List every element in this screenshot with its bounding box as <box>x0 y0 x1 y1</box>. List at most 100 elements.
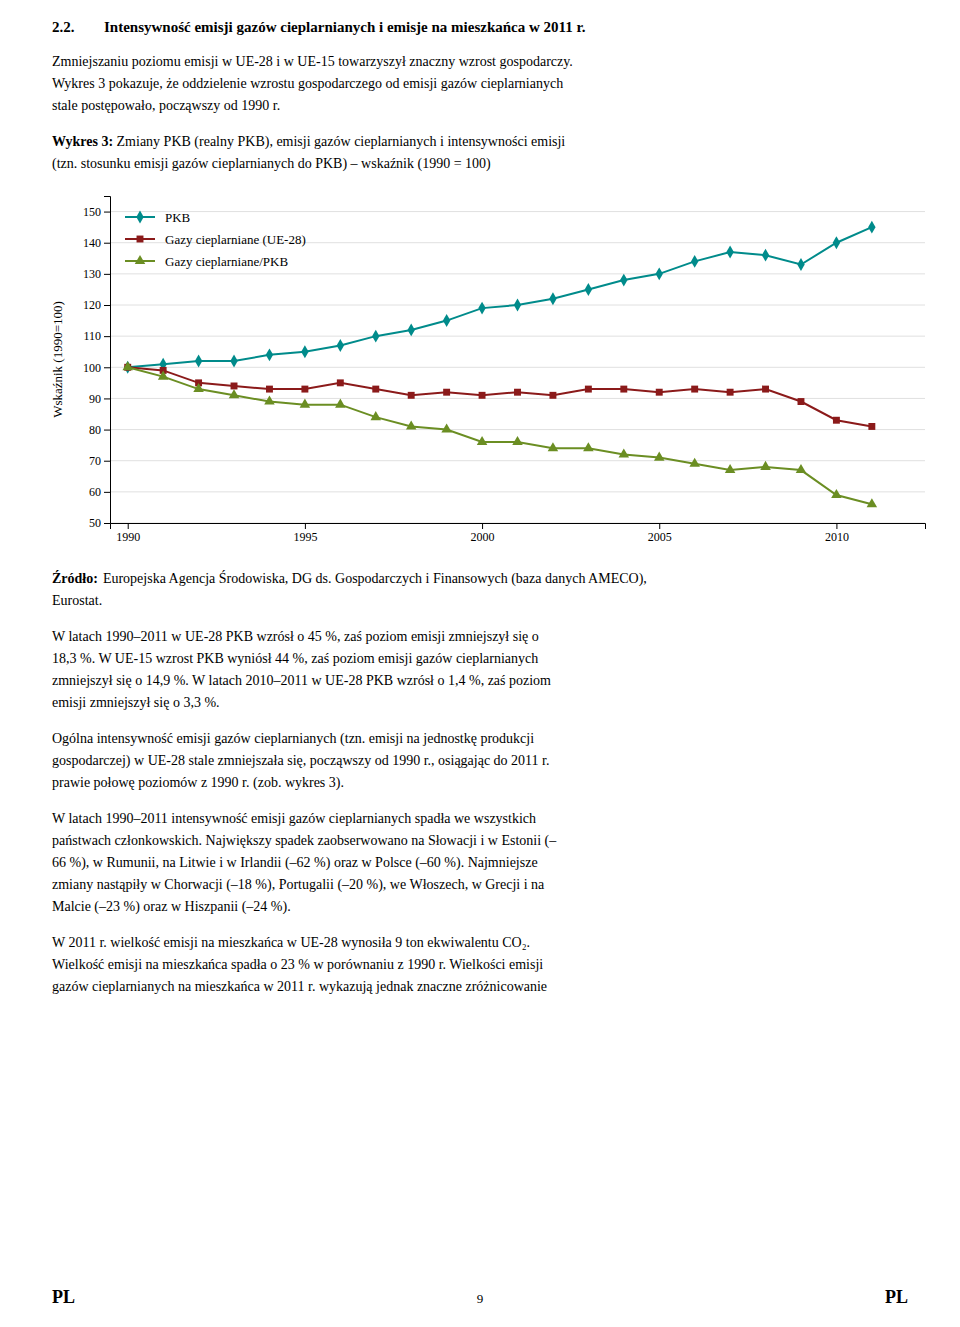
series-marker <box>549 392 556 399</box>
grid-line <box>110 429 925 430</box>
series-marker <box>797 258 804 271</box>
heading: Intensywność emisji gazów cieplarnianych… <box>104 19 586 35</box>
series-marker <box>727 389 734 396</box>
legend-item: Gazy cieplarniane/PKB <box>125 254 288 269</box>
series-marker <box>762 249 769 262</box>
series-marker <box>479 392 486 399</box>
legend-marker <box>137 236 144 243</box>
paragraph-line: emisji zmniejszył się o 3,3 %. <box>52 695 220 710</box>
legend: PKB Gazy cieplarniane (UE-28) Gazy cieplar… <box>125 210 306 269</box>
legend-label: Gazy cieplarniane (UE-28) <box>165 232 306 247</box>
series-marker <box>656 389 663 396</box>
series-line <box>128 367 872 504</box>
paragraph-line: Malcie (–23 %) oraz w Hiszpanii (–24 %). <box>52 899 291 915</box>
y-tick: 120 <box>83 298 110 312</box>
page-text: 2.2. Intensywność emisji gazów cieplarnia… <box>52 19 908 1307</box>
y-tick-mark <box>104 430 110 431</box>
series-marker <box>689 458 700 467</box>
series-marker <box>443 389 450 396</box>
y-tick-mark <box>104 305 110 306</box>
legend-marker <box>136 211 143 224</box>
series-marker <box>372 386 379 393</box>
page: 2.2. Intensywność emisji gazów cieplarnia… <box>0 0 960 1327</box>
intro-line: Wykres 3 pokazuje, że oddzielenie wzrost… <box>52 76 563 91</box>
paragraph-line: zmniejszył się o 14,9 %. W latach 2010–2… <box>52 673 551 688</box>
intro-line: Zmniejszaniu poziomu emisji w UE-28 i w … <box>52 54 573 69</box>
series-marker <box>407 323 414 336</box>
y-tick-label: 90 <box>89 392 101 406</box>
series-marker <box>620 386 627 393</box>
paragraph-line: państwach członkowskich. Największy spad… <box>52 833 557 849</box>
series-line <box>128 227 872 367</box>
source-label: Źródło: <box>52 570 98 586</box>
series-marker <box>656 267 663 280</box>
y-tick-mark <box>104 492 110 493</box>
paragraph-line: gazów cieplarnianych na mieszkańca w 201… <box>52 979 547 994</box>
legend-label: PKB <box>165 210 191 225</box>
y-tick-label: 110 <box>83 329 101 343</box>
series-marker <box>514 389 521 396</box>
y-tick: 150 <box>83 205 110 219</box>
series-marker <box>762 386 769 393</box>
y-axis-title: Wskaźnik (1990=100) <box>50 301 65 418</box>
series-marker <box>619 448 630 457</box>
grid-line <box>110 491 925 492</box>
y-tick: 140 <box>83 236 110 250</box>
series-marker <box>372 330 379 343</box>
y-axis-line <box>104 197 111 524</box>
y-tick-mark <box>104 274 110 275</box>
series-marker <box>477 436 488 445</box>
x-tick-mark <box>305 523 306 529</box>
series-marker <box>441 423 452 432</box>
series-marker <box>833 417 840 424</box>
source-line: Europejska Agencja Środowiska, DG ds. Go… <box>103 570 647 587</box>
grid-line <box>110 211 925 212</box>
source-line: Eurostat. <box>52 593 102 608</box>
series-marker <box>158 371 169 380</box>
y-tick-label: 80 <box>89 423 101 437</box>
y-tick-label: 50 <box>89 516 101 530</box>
series-marker <box>478 302 485 315</box>
series-marker <box>620 274 627 287</box>
x-tick-mark <box>836 523 837 529</box>
series-marker <box>725 464 736 473</box>
paragraph-line: W latach 1990–2011 w UE-28 PKB wzrósł o … <box>52 629 539 644</box>
series-marker <box>833 236 840 249</box>
series-marker <box>406 420 417 429</box>
series-marker <box>193 383 204 392</box>
x-tick-label: 1995 <box>293 530 317 544</box>
series-marker <box>231 383 238 390</box>
series-marker <box>370 411 381 420</box>
series-marker <box>585 283 592 296</box>
series-marker <box>337 379 344 386</box>
x-tick: 2010 <box>825 523 849 544</box>
heading-number: 2.2. <box>52 19 75 35</box>
x-axis-line <box>111 524 926 530</box>
chart-title: Wykres 3: Zmiany PKB (realny PKB), emisj… <box>52 134 565 150</box>
y-tick-label: 130 <box>83 267 101 281</box>
series-marker <box>514 299 521 312</box>
x-tick-label: 2000 <box>471 530 495 544</box>
footer-right: PL <box>885 1287 908 1307</box>
series-marker <box>798 398 805 405</box>
series-marker <box>868 221 875 234</box>
grid-line <box>110 273 925 274</box>
grid-line <box>110 367 925 368</box>
legend-item: PKB <box>125 210 191 225</box>
x-tick-mark <box>659 523 660 529</box>
paragraph-line: W 2011 r. wielkość emisji na mieszkańca … <box>52 935 530 950</box>
footer-left: PL <box>52 1287 75 1307</box>
series-marker <box>585 386 592 393</box>
y-tick: 50 <box>89 516 110 530</box>
series-marker <box>195 355 202 368</box>
series-marker <box>549 292 556 305</box>
y-tick: 70 <box>89 454 110 468</box>
y-tick-mark <box>104 523 110 524</box>
x-tick-label: 1990 <box>116 530 140 544</box>
x-tick: 1990 <box>116 523 140 544</box>
y-tick-label: 150 <box>83 205 101 219</box>
y-tick-mark <box>104 336 110 337</box>
paragraph-line: gospodarczej) w UE-28 stale zmniejszała … <box>52 753 550 769</box>
y-tick-label: 120 <box>83 298 101 312</box>
paragraph-line: Ogólna intensywność emisji gazów cieplar… <box>52 731 534 747</box>
